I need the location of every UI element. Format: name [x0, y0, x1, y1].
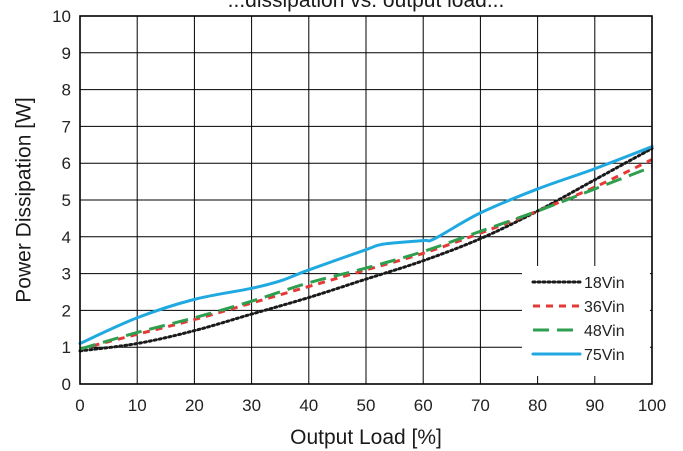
legend-item-18vin: 18Vin — [531, 275, 625, 292]
y-tick-label: 3 — [62, 265, 71, 284]
x-tick-label: 90 — [585, 396, 604, 415]
x-tick-label: 40 — [299, 396, 318, 415]
legend-label: 18Vin — [584, 275, 625, 292]
y-tick-label: 10 — [52, 7, 71, 26]
legend-background — [522, 266, 650, 376]
legend: 18Vin 36Vin 48Vin 75Vin — [522, 266, 650, 376]
legend-label: 36Vin — [584, 299, 625, 316]
legend-label: 48Vin — [584, 323, 625, 340]
x-tick-label: 10 — [128, 396, 147, 415]
x-tick-label: 30 — [242, 396, 261, 415]
y-tick-label: 6 — [62, 154, 71, 173]
series-layer — [78, 145, 654, 353]
y-tick-label: 2 — [62, 301, 71, 320]
x-tick-label: 50 — [357, 396, 376, 415]
legend-label: 75Vin — [584, 347, 625, 364]
y-tick-label: 9 — [62, 44, 71, 63]
series-line-36vin — [79, 158, 653, 351]
x-tick-label: 100 — [638, 396, 666, 415]
x-tick-label: 80 — [528, 396, 547, 415]
y-tick-label: 4 — [62, 228, 71, 247]
x-tick-label: 60 — [414, 396, 433, 415]
chart-title: ...dissipation vs. output load... — [228, 0, 505, 12]
series-line-18vin — [78, 146, 654, 353]
y-axis-tick-labels: 0 1 2 3 4 5 6 7 8 9 10 — [52, 7, 71, 394]
legend-item-75vin: 75Vin — [531, 347, 625, 364]
x-tick-label: 0 — [75, 396, 84, 415]
y-tick-label: 7 — [62, 117, 71, 136]
series-line-48vin — [79, 165, 653, 351]
x-axis-tick-labels: 0 10 20 30 40 50 60 70 80 90 100 — [75, 396, 666, 415]
legend-item-48vin: 48Vin — [533, 323, 625, 340]
y-tick-label: 8 — [62, 81, 71, 100]
y-tick-label: 1 — [62, 338, 71, 357]
y-axis-title: Power Dissipation [W] — [13, 97, 36, 302]
y-tick-label: 0 — [62, 375, 71, 394]
x-tick-label: 20 — [185, 396, 204, 415]
y-tick-label: 5 — [62, 191, 71, 210]
series-line-75vin — [78, 145, 654, 346]
legend-item-36vin: 36Vin — [533, 299, 625, 316]
x-axis-title: Output Load [%] — [290, 426, 442, 449]
x-tick-label: 70 — [471, 396, 490, 415]
plot-frame — [79, 15, 653, 385]
